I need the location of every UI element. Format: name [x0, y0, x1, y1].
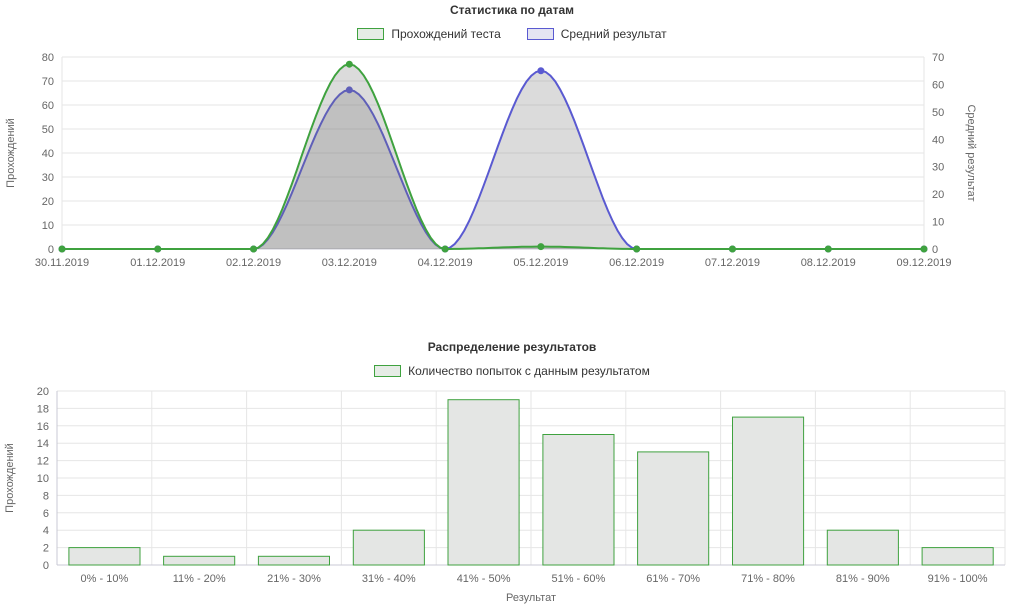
category-tick-label: 71% - 80% [741, 573, 795, 585]
dates-chart-legend: Прохождений теста Средний результат [0, 26, 1024, 42]
y-axis-tick-label: 0 [43, 560, 49, 572]
legend-item-attempts[interactable]: Количество попыток с данным результатом [374, 364, 650, 378]
data-point-series-0[interactable] [728, 245, 736, 253]
date-tick-label: 03.12.2019 [322, 257, 377, 269]
left-axis-tick-label: 70 [42, 76, 54, 88]
category-tick-label: 21% - 30% [267, 573, 321, 585]
left-axis-tick-label: 30 [42, 172, 54, 184]
left-axis-tick-label: 10 [42, 220, 54, 232]
y-axis-tick-label: 4 [43, 525, 49, 537]
y-axis-tick-label: 8 [43, 490, 49, 502]
date-tick-label: 08.12.2019 [801, 257, 856, 269]
area-fill-series-1 [62, 70, 924, 249]
data-point-series-0[interactable] [920, 245, 928, 253]
date-tick-label: 04.12.2019 [418, 257, 473, 269]
category-tick-label: 81% - 90% [836, 573, 890, 585]
dates-line-chart-canvas: 0 10 20 30 40 50 60 70 80 0 10 20 30 40 50 60 70 30.11.20… [5, 52, 977, 269]
left-axis-tick-label: 80 [42, 52, 54, 64]
left-axis-tick-label: 50 [42, 124, 54, 136]
right-axis-tick-label: 40 [932, 134, 944, 146]
blue-series-swatch-icon [526, 28, 554, 40]
left-axis-tick-label: 40 [42, 148, 54, 160]
result-bar[interactable] [257, 555, 330, 566]
dates-chart-title: Статистика по датам [449, 3, 575, 17]
result-bar[interactable] [921, 547, 994, 566]
y-axis-tick-label: 20 [37, 386, 49, 398]
right-axis-tick-label: 60 [932, 79, 944, 91]
legend-label-attempts: Количество попыток с данным результатом [408, 364, 650, 378]
date-tick-label: 01.12.2019 [130, 257, 185, 269]
result-bar[interactable] [542, 434, 615, 566]
date-tick-label: 09.12.2019 [896, 257, 951, 269]
y-axis-tick-label: 14 [37, 438, 49, 450]
date-tick-label: 30.11.2019 [35, 257, 89, 269]
category-tick-label: 0% - 10% [81, 573, 129, 585]
data-point-series-0[interactable] [250, 245, 258, 253]
result-bar[interactable] [447, 399, 520, 566]
data-point-series-0[interactable] [345, 60, 353, 68]
result-bar[interactable] [826, 529, 899, 566]
left-axis-tick-label: 20 [42, 196, 54, 208]
data-point-series-0[interactable] [633, 245, 641, 253]
category-tick-label: 41% - 50% [457, 573, 511, 585]
legend-item-average-result[interactable]: Средний результат [526, 27, 667, 41]
green-series-swatch-icon [374, 365, 402, 377]
y-axis-tick-label: 16 [37, 421, 49, 433]
category-tick-label: 51% - 60% [551, 573, 605, 585]
data-point-series-0[interactable] [154, 245, 162, 253]
chart-results-section: Распределение результатов Количество поп… [0, 337, 1024, 605]
green-series-swatch-icon [357, 28, 385, 40]
line-series-0 [62, 63, 924, 250]
legend-item-test-passes[interactable]: Прохождений теста [357, 27, 501, 41]
y-axis-tick-label: 10 [37, 473, 49, 485]
category-tick-label: 61% - 70% [646, 573, 700, 585]
y-axis-tick-label: 6 [43, 508, 49, 520]
left-axis-tick-label: 60 [42, 100, 54, 112]
data-point-series-0[interactable] [537, 243, 545, 251]
right-axis-tick-label: 70 [932, 52, 944, 64]
data-point-series-0[interactable] [441, 245, 449, 253]
legend-label-average-result: Средний результат [560, 27, 667, 41]
chart-dates-section: Статистика по датам Прохождений теста Ср… [0, 0, 1024, 281]
category-tick-label: 91% - 100% [928, 573, 988, 585]
data-point-series-0[interactable] [824, 245, 832, 253]
date-tick-label: 06.12.2019 [609, 257, 664, 269]
category-tick-label: 11% - 20% [173, 573, 226, 585]
legend-label-test-passes: Прохождений теста [391, 27, 501, 41]
data-point-series-1[interactable] [345, 86, 353, 94]
result-bar[interactable] [352, 529, 425, 566]
right-axis-tick-label: 0 [932, 244, 938, 256]
results-chart-title: Распределение результатов [427, 340, 597, 354]
date-tick-label: 07.12.2019 [705, 257, 760, 269]
left-axis-title: Прохождений [5, 118, 17, 188]
x-axis-title: Результат [506, 592, 556, 604]
data-point-series-1[interactable] [537, 67, 545, 75]
right-axis-tick-label: 30 [932, 162, 944, 174]
results-chart-legend: Количество попыток с данным результатом [0, 363, 1024, 379]
right-axis-title: Средний результат [965, 104, 977, 201]
result-bar[interactable] [68, 547, 141, 566]
category-tick-label: 31% - 40% [362, 573, 416, 585]
data-point-series-0[interactable] [58, 245, 66, 253]
right-axis-tick-label: 50 [932, 107, 944, 119]
y-axis-tick-label: 2 [43, 543, 49, 555]
date-tick-label: 02.12.2019 [226, 257, 281, 269]
right-axis-tick-label: 10 [932, 217, 944, 229]
result-bar[interactable] [732, 416, 805, 566]
y-axis-tick-label: 18 [37, 403, 49, 415]
left-axis-tick-label: 0 [48, 244, 54, 256]
results-bar-chart-canvas: 0 2 4 6 8 10 12 14 16 18 20 0% - 10% 11% - 20% 21% - … [4, 386, 1006, 604]
result-bar[interactable] [163, 555, 236, 566]
y-axis-title: Прохождений [4, 443, 16, 513]
result-bar[interactable] [637, 451, 710, 566]
right-axis-tick-label: 20 [932, 189, 944, 201]
date-tick-label: 05.12.2019 [513, 257, 568, 269]
y-axis-tick-label: 12 [37, 456, 49, 468]
